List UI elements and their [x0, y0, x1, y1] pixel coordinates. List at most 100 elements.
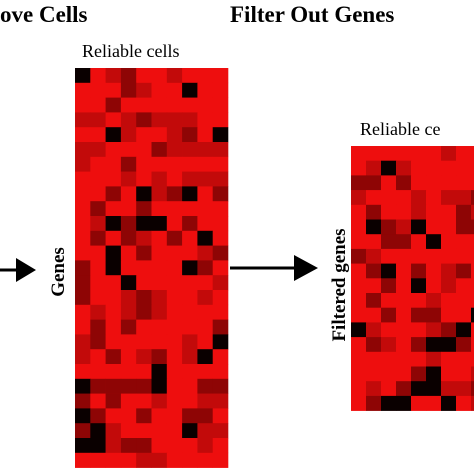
heatmap-cell: [75, 452, 91, 468]
heatmap-cell: [182, 97, 198, 113]
heatmap-cell: [411, 395, 427, 411]
heatmap-cell: [182, 364, 198, 380]
heatmap-cell: [120, 112, 137, 128]
heatmap-cell: [411, 337, 427, 353]
heatmap-cell: [182, 275, 198, 291]
heatmap-cell: [456, 337, 472, 353]
heatmap-cell: [366, 204, 382, 220]
heatmap-cell: [366, 175, 382, 191]
heatmap-cell: [105, 186, 122, 202]
heatmap-cell: [166, 364, 183, 380]
heatmap-cell: [105, 393, 122, 409]
heatmap-cell: [351, 190, 367, 206]
heatmap-cell: [105, 245, 122, 261]
heatmap-cell: [396, 381, 412, 397]
heatmap-cell: [75, 378, 91, 394]
heatmap-cell: [136, 216, 152, 232]
heatmap-cell: [396, 204, 412, 220]
heatmap-cell: [381, 263, 397, 279]
heatmap-cell: [166, 408, 183, 424]
heatmap-cell: [90, 290, 106, 306]
heatmap-cell: [212, 156, 229, 172]
heatmap-cell: [105, 438, 122, 454]
heatmap-cell: [366, 190, 382, 206]
heatmap-cell: [366, 234, 382, 250]
heatmap-cell: [75, 201, 91, 217]
heatmap-cell: [166, 245, 183, 261]
heatmap-cell: [136, 364, 152, 380]
heatmap-cell: [351, 234, 367, 250]
heatmap-cell: [381, 204, 397, 220]
heatmap-cell: [90, 82, 106, 98]
heatmap-cell: [151, 378, 168, 394]
heatmap-cell: [411, 219, 427, 235]
heatmap-cell: [182, 142, 198, 158]
heatmap-cell: [120, 127, 137, 143]
heatmap-cell: [182, 68, 198, 84]
heatmap-cell: [456, 248, 472, 264]
heatmap-cell: [75, 260, 91, 276]
heatmap-cell: [396, 366, 412, 382]
heatmap-cell: [182, 201, 198, 217]
heatmap-cell: [471, 381, 474, 397]
heatmap-cell: [197, 260, 213, 276]
heatmap-cell: [151, 393, 168, 409]
heatmap-cell: [441, 395, 457, 411]
heatmap-cell: [151, 230, 168, 246]
heatmap-cell: [471, 204, 474, 220]
heatmap-cell: [351, 219, 367, 235]
heatmap-cell: [366, 381, 382, 397]
heatmap-cell: [120, 408, 137, 424]
heatmap-cell: [441, 322, 457, 338]
heatmap-cell: [151, 171, 168, 187]
heatmap-cell: [212, 438, 229, 454]
heatmap-cell: [166, 230, 183, 246]
arrow: [230, 255, 318, 281]
heatmap-cell: [136, 186, 152, 202]
heatmap-cell: [166, 186, 183, 202]
heatmap-cell: [105, 408, 122, 424]
left-title: ove Cells: [0, 2, 88, 27]
heatmap-cell: [212, 364, 229, 380]
heatmap-cell: [197, 112, 213, 128]
heatmap-cell: [90, 438, 106, 454]
heatmap-cell: [136, 304, 152, 320]
heatmap-cell: [381, 307, 397, 323]
heatmap-cell: [212, 112, 229, 128]
heatmap-cell: [120, 186, 137, 202]
heatmap-cell: [90, 319, 106, 335]
heatmap-cell: [120, 82, 137, 98]
heatmap-cell: [197, 290, 213, 306]
heatmap-cell: [75, 216, 91, 232]
heatmap-cell: [151, 186, 168, 202]
heatmap-cell: [197, 216, 213, 232]
heatmap-cell: [151, 275, 168, 291]
heatmap-cell: [441, 190, 457, 206]
heatmap-cell: [90, 127, 106, 143]
heatmap-cell: [212, 319, 229, 335]
heatmap-cell: [411, 322, 427, 338]
heatmap-cell: [381, 293, 397, 308]
heatmap-cell: [90, 142, 106, 158]
heatmap-cell: [151, 349, 168, 365]
heatmap-cell: [351, 322, 367, 338]
heatmap-cell: [396, 322, 412, 338]
heatmap-cell: [151, 319, 168, 335]
heatmap-cell: [75, 349, 91, 365]
heatmap-cell: [75, 82, 91, 98]
heatmap-cell: [166, 68, 183, 84]
heatmap-cell: [136, 290, 152, 306]
heatmap-cell: [366, 293, 382, 308]
heatmap-cell: [136, 452, 152, 468]
heatmap-cell: [120, 275, 137, 291]
heatmap-cell: [197, 97, 213, 113]
heatmap-cell: [441, 381, 457, 397]
arrow: [0, 258, 36, 282]
heatmap-cell: [90, 304, 106, 320]
heatmap-cell: [105, 216, 122, 232]
heatmap-cell: [151, 201, 168, 217]
heatmap-cell: [182, 319, 198, 335]
heatmap-cell: [136, 171, 152, 187]
heatmap-cell: [381, 278, 397, 294]
heatmap-cell: [366, 322, 382, 338]
